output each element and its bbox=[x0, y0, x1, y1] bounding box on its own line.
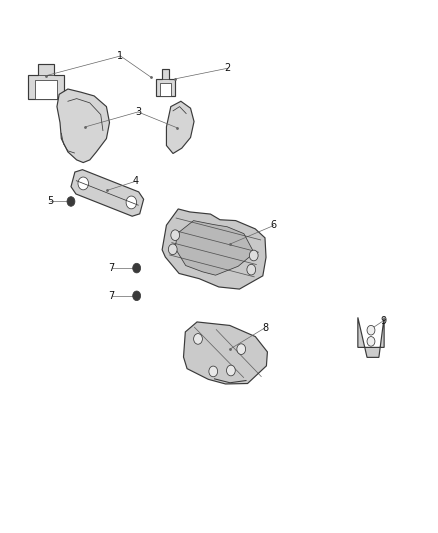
Text: 4: 4 bbox=[133, 176, 139, 186]
Text: 7: 7 bbox=[109, 291, 115, 301]
Polygon shape bbox=[35, 80, 57, 99]
Polygon shape bbox=[71, 169, 144, 216]
Polygon shape bbox=[358, 318, 384, 357]
Polygon shape bbox=[175, 221, 254, 275]
Text: 9: 9 bbox=[380, 316, 386, 326]
Circle shape bbox=[237, 344, 246, 354]
Circle shape bbox=[126, 196, 137, 209]
Polygon shape bbox=[156, 69, 175, 96]
Circle shape bbox=[249, 250, 258, 261]
Circle shape bbox=[209, 366, 218, 377]
Circle shape bbox=[168, 244, 177, 255]
Polygon shape bbox=[159, 83, 172, 96]
Circle shape bbox=[226, 365, 235, 376]
Text: 8: 8 bbox=[262, 323, 268, 333]
Polygon shape bbox=[166, 101, 194, 154]
Circle shape bbox=[171, 230, 180, 240]
Circle shape bbox=[133, 291, 141, 301]
Polygon shape bbox=[57, 89, 110, 163]
Circle shape bbox=[133, 263, 141, 273]
Circle shape bbox=[78, 177, 88, 190]
Circle shape bbox=[67, 197, 75, 206]
Circle shape bbox=[194, 334, 202, 344]
Polygon shape bbox=[184, 322, 268, 384]
Circle shape bbox=[247, 264, 256, 275]
Text: 3: 3 bbox=[135, 107, 141, 117]
Text: 2: 2 bbox=[225, 63, 231, 73]
Circle shape bbox=[367, 337, 375, 346]
Polygon shape bbox=[28, 64, 64, 99]
Text: 1: 1 bbox=[117, 51, 124, 61]
Text: 5: 5 bbox=[47, 196, 53, 206]
Text: 7: 7 bbox=[109, 263, 115, 273]
Text: 6: 6 bbox=[271, 221, 277, 230]
Circle shape bbox=[367, 325, 375, 335]
Polygon shape bbox=[162, 209, 266, 289]
